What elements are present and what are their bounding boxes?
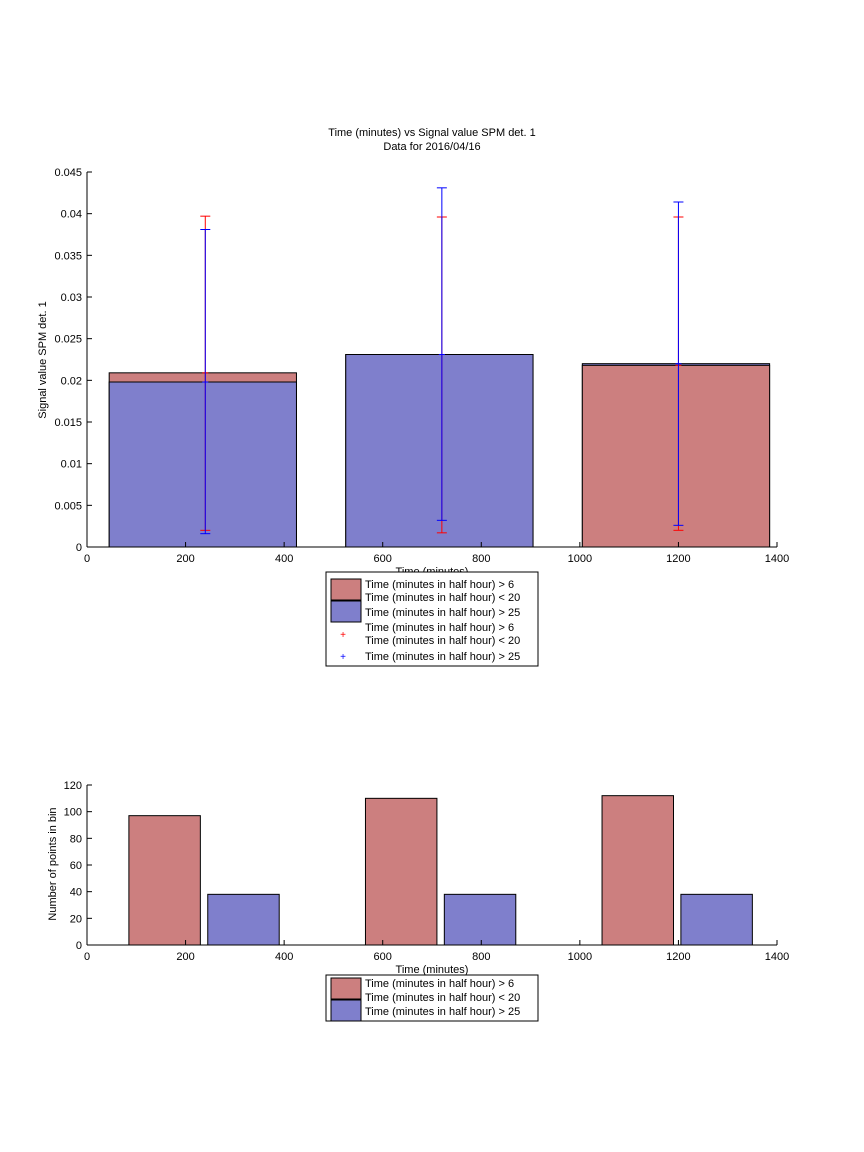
legend-entry: Time (minutes in half hour) > 25 xyxy=(365,607,520,619)
bar xyxy=(128,815,201,946)
y-tick-label: 0.03 xyxy=(61,292,82,304)
y-axis-label: Signal value SPM det. 1 xyxy=(37,301,49,418)
bar xyxy=(364,797,438,946)
bars-group xyxy=(108,354,771,548)
y-tick-label: 80 xyxy=(70,833,82,845)
x-tick-label: 800 xyxy=(472,553,490,565)
chart-subtitle: Data for 2016/04/16 xyxy=(383,141,480,153)
x-tick-label: 1200 xyxy=(666,951,690,963)
axes-group: 0 200 400 600 800 1000 1200 1400 0 0.005 0.01 0.015… xyxy=(54,167,789,565)
x-tick-label: 200 xyxy=(176,951,194,963)
bar xyxy=(680,893,753,946)
count-chart: 0 200 400 600 800 1000 1200 1400 0 20 40 60 80 100 120… xyxy=(47,780,790,1022)
x-axis-label: Time (minutes) xyxy=(396,964,469,976)
bar xyxy=(581,364,771,548)
legend-marker-red: + xyxy=(340,630,346,641)
y-tick-label: 0.035 xyxy=(54,250,82,262)
legend-entry: Time (minutes in half hour) > 6 xyxy=(365,622,514,634)
legend-swatch-red xyxy=(330,578,362,601)
bar xyxy=(443,893,517,946)
legend-entry: Time (minutes in half hour) > 6 xyxy=(365,579,514,591)
x-tick-label: 1000 xyxy=(568,553,592,565)
x-tick-label: 1200 xyxy=(666,553,690,565)
bars-group xyxy=(128,795,753,946)
x-tick-label: 0 xyxy=(84,951,90,963)
x-tick-label: 600 xyxy=(374,553,392,565)
bar xyxy=(108,381,297,548)
bar xyxy=(207,893,280,946)
x-tick-label: 800 xyxy=(472,951,490,963)
x-tick-label: 600 xyxy=(374,951,392,963)
y-axis-label: Number of points in bin xyxy=(47,807,59,920)
y-tick-label: 0.01 xyxy=(61,459,82,471)
y-tick-label: 0 xyxy=(76,542,82,554)
y-tick-label: 0 xyxy=(76,940,82,952)
y-tick-label: 100 xyxy=(64,807,82,819)
y-tick-label: 0.045 xyxy=(54,167,82,179)
legend-swatch-blue xyxy=(330,600,362,623)
legend-entry: Time (minutes in half hour) < 20 xyxy=(365,992,520,1004)
y-tick-label: 60 xyxy=(70,860,82,872)
legend-entry: Time (minutes in half hour) < 20 xyxy=(365,592,520,604)
x-tick-label: 200 xyxy=(176,553,194,565)
x-tick-label: 1400 xyxy=(765,951,789,963)
y-tick-label: 0.015 xyxy=(54,417,82,429)
axes-group: 0 200 400 600 800 1000 1200 1400 0 20 40 60 80 100 120 xyxy=(64,780,790,963)
x-tick-label: 1000 xyxy=(568,951,592,963)
legend: Time (minutes in half hour) > 6 Time (mi… xyxy=(325,974,539,1022)
y-tick-label: 0.04 xyxy=(61,209,82,221)
bar xyxy=(601,795,674,946)
x-tick-label: 0 xyxy=(84,553,90,565)
chart-title: Time (minutes) vs Signal value SPM det. … xyxy=(328,127,535,139)
x-tick-label: 400 xyxy=(275,951,293,963)
legend-swatch-red xyxy=(330,977,362,1000)
y-tick-label: 120 xyxy=(64,780,82,792)
bar xyxy=(345,354,534,548)
x-tick-label: 400 xyxy=(275,553,293,565)
legend: Time (minutes in half hour) > 6 Time (mi… xyxy=(325,571,539,667)
y-tick-label: 40 xyxy=(70,887,82,899)
error-bars-group xyxy=(200,187,684,535)
legend-marker-blue: + xyxy=(340,652,346,663)
y-tick-label: 0.025 xyxy=(54,334,82,346)
legend-entry: Time (minutes in half hour) > 25 xyxy=(365,1006,520,1018)
y-tick-label: 0.005 xyxy=(54,500,82,512)
legend-entry: Time (minutes in half hour) < 20 xyxy=(365,635,520,647)
signal-chart: Time (minutes) vs Signal value SPM det. … xyxy=(37,127,789,667)
x-tick-label: 1400 xyxy=(765,553,789,565)
legend-entry: Time (minutes in half hour) > 6 xyxy=(365,978,514,990)
y-tick-label: 20 xyxy=(70,913,82,925)
y-tick-label: 0.02 xyxy=(61,375,82,387)
legend-entry: Time (minutes in half hour) > 25 xyxy=(365,651,520,663)
legend-swatch-blue xyxy=(330,999,362,1022)
